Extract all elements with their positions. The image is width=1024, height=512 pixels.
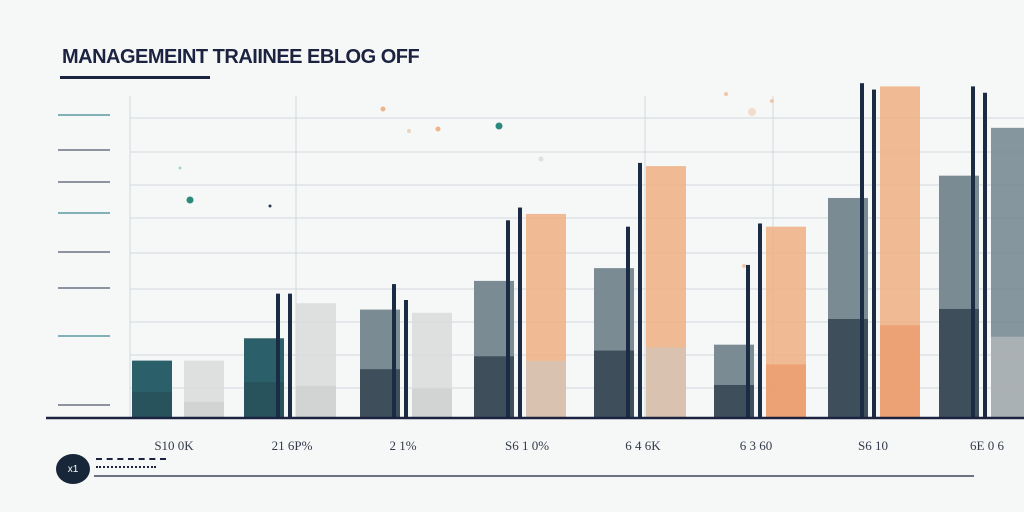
marker-line: [983, 92, 987, 419]
x-tick-label: S6 1 0%: [505, 438, 549, 453]
decorative-dot: [435, 126, 441, 132]
marker-lines: [276, 83, 987, 419]
bar-series-2-shade: [412, 388, 452, 418]
footer-line: [94, 475, 974, 477]
decorative-dot: [268, 204, 272, 208]
footer-dotted-line: [96, 466, 156, 468]
bar-series-2-shade: [526, 360, 566, 418]
marker-line: [746, 264, 750, 418]
bar-series-2-shade: [991, 336, 1024, 418]
marker-line: [276, 293, 280, 418]
x-tick-label: 6 3 60: [740, 438, 773, 453]
x-tick-label: 6E 0 6: [970, 438, 1004, 453]
chart-title: MANAGEMEINT TRAIINEE EBLOG OFF: [62, 46, 420, 68]
footer-dashed-line: [96, 458, 166, 460]
y-axis-ticks: [58, 114, 110, 406]
marker-line: [626, 226, 630, 418]
x-tick-label: S6 10: [858, 438, 888, 453]
decorative-dot: [186, 196, 194, 204]
decorative-dots: [178, 92, 774, 268]
marker-line: [872, 89, 876, 418]
x-tick-label: 2 1%: [389, 438, 416, 453]
bar-series-2-shade: [646, 347, 686, 418]
bar-series-2-shade: [766, 364, 806, 418]
decorative-dot: [724, 92, 728, 96]
decorative-dot: [495, 122, 503, 130]
marker-line: [392, 284, 396, 418]
marker-line: [506, 220, 510, 418]
x-tick-label: S10 0K: [154, 438, 194, 453]
decorative-dot: [742, 264, 746, 268]
decorative-dot: [538, 156, 544, 162]
marker-line: [971, 86, 975, 419]
bars: [132, 86, 1024, 419]
avatar[interactable]: x1: [56, 454, 90, 484]
marker-line: [404, 300, 408, 418]
x-tick-label: 21 6P%: [272, 438, 313, 453]
bar-series-1: [132, 360, 172, 418]
bar-series-2-shade: [880, 325, 920, 418]
decorative-dot: [748, 108, 756, 116]
marker-line: [860, 83, 864, 418]
marker-line: [758, 223, 762, 418]
decorative-dot: [380, 106, 386, 112]
decorative-dot: [770, 99, 774, 103]
title-underline: [60, 76, 210, 79]
x-tick-label: 6 4 6K: [625, 438, 661, 453]
bar-series-2-shade: [184, 401, 224, 418]
marker-line: [288, 293, 292, 418]
x-tick-labels: S10 0K 21 6P% 2 1% S6 1 0% 6 4 6K 6 3 60 S6 10…: [154, 438, 1004, 453]
marker-line: [518, 207, 522, 418]
marker-line: [638, 162, 642, 418]
bar-series-1-shade: [132, 392, 172, 418]
decorative-dot: [178, 166, 182, 170]
bar-series-2-shade: [296, 385, 336, 418]
decorative-dot: [407, 129, 411, 133]
